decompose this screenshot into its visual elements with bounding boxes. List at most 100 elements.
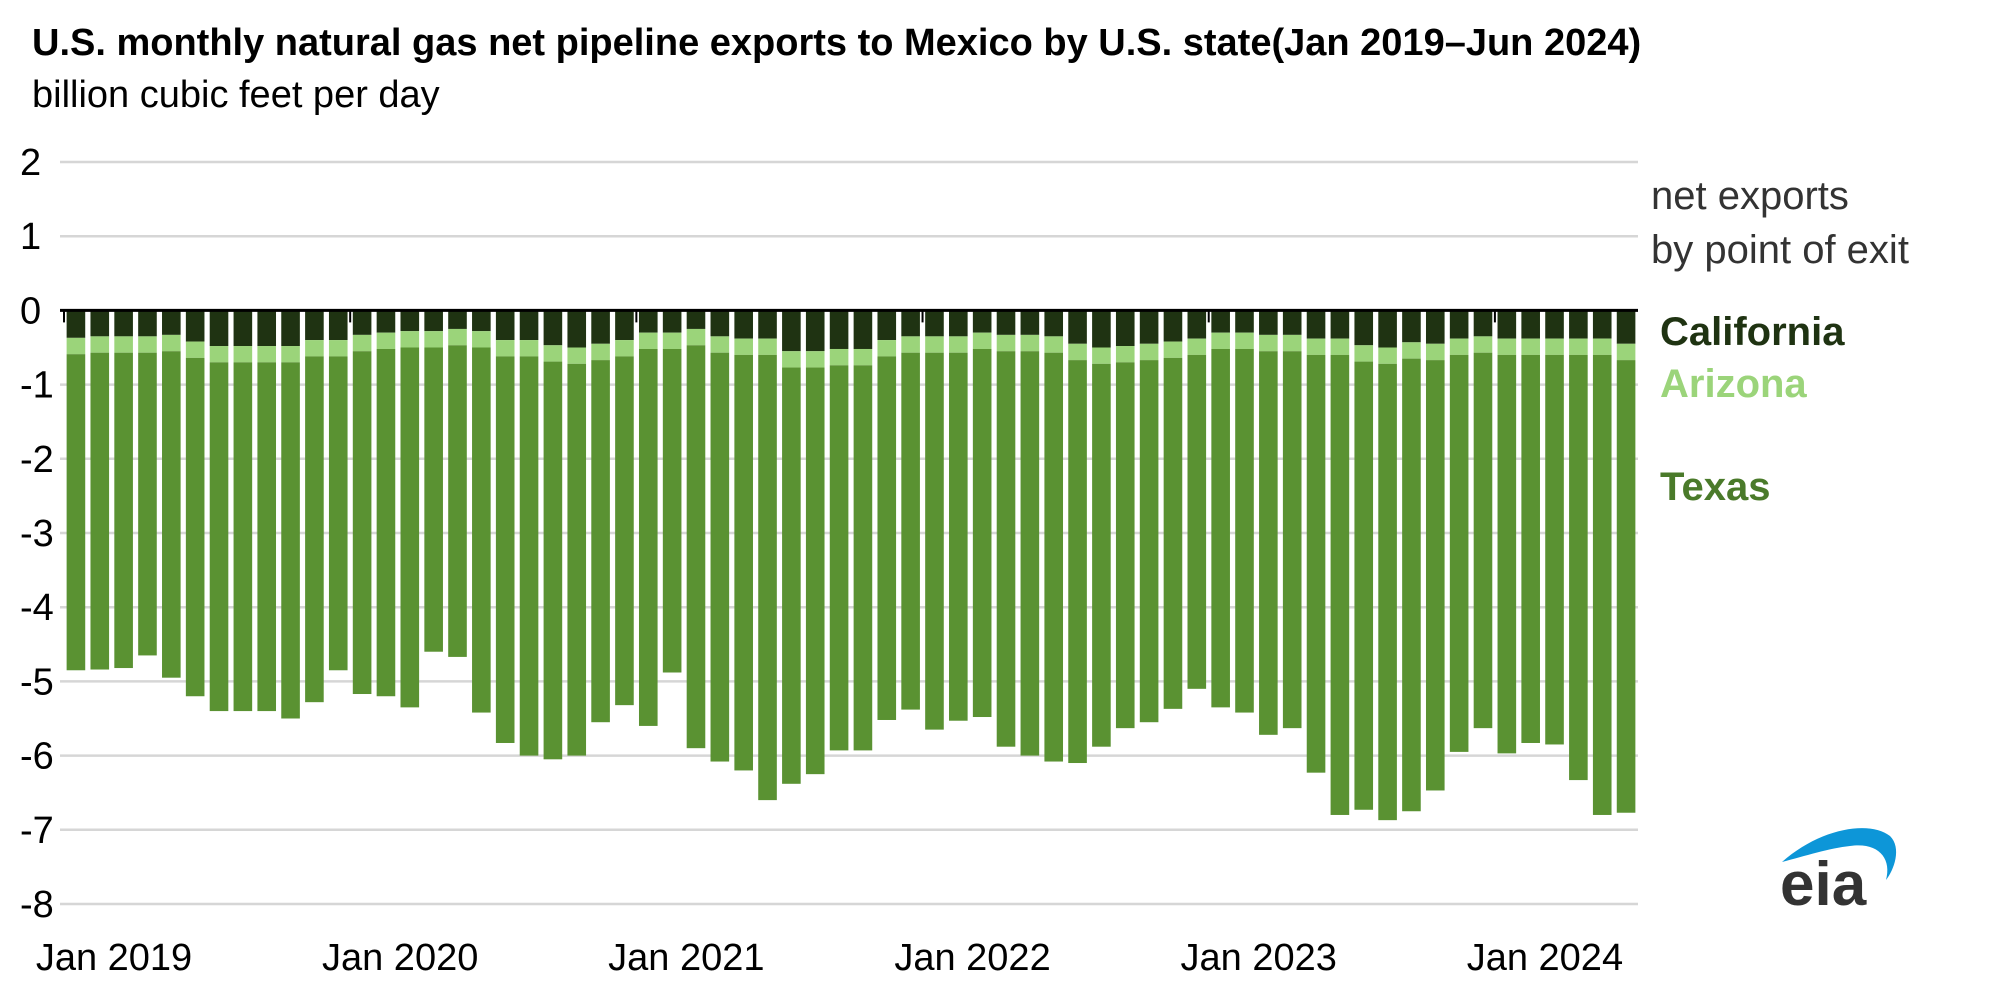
- bar-california: [734, 310, 753, 339]
- bar-arizona: [400, 331, 420, 348]
- legend-label-california: California: [1660, 310, 1845, 354]
- bar-arizona: [209, 346, 229, 363]
- bar-california: [1115, 310, 1135, 347]
- bar-texas: [1163, 357, 1183, 709]
- bar-arizona: [1378, 347, 1397, 364]
- bar-california: [949, 310, 968, 337]
- bar-arizona: [1163, 341, 1183, 358]
- bar-texas: [567, 363, 587, 756]
- bar-texas: [877, 356, 897, 720]
- y-tick-label: -1: [20, 365, 54, 407]
- y-tick-label: 0: [20, 290, 41, 332]
- bar-arizona: [686, 328, 706, 346]
- bar-arizona: [1211, 332, 1230, 349]
- bar-arizona: [138, 336, 157, 353]
- bar-texas: [472, 347, 491, 713]
- bar-arizona: [162, 334, 181, 352]
- bar-texas: [1211, 348, 1230, 708]
- bar-arizona: [1569, 338, 1588, 355]
- bar-arizona: [1616, 343, 1636, 361]
- bar-arizona: [305, 340, 324, 357]
- bar-texas: [257, 362, 277, 712]
- bar-california: [591, 310, 610, 344]
- bar-california: [1235, 310, 1254, 333]
- bar-arizona: [996, 334, 1016, 352]
- bar-california: [1449, 310, 1469, 339]
- bar-arizona: [638, 332, 658, 349]
- bar-california: [519, 310, 539, 341]
- bar-arizona: [615, 340, 634, 357]
- bar-texas: [925, 352, 944, 730]
- bar-california: [1259, 310, 1278, 335]
- y-tick-label: 1: [20, 216, 41, 258]
- bar-texas: [662, 348, 682, 673]
- bar-texas: [758, 354, 777, 801]
- legend-title: by point of exit: [1651, 228, 1909, 272]
- bar-california: [281, 310, 300, 347]
- bar-arizona: [472, 331, 491, 348]
- bar-texas: [805, 367, 825, 775]
- bar-texas: [400, 347, 420, 708]
- bar-texas: [424, 347, 443, 652]
- bar-arizona: [448, 328, 467, 346]
- bar-arizona: [352, 334, 372, 352]
- x-tick-label: Jan 2022: [894, 937, 1050, 979]
- bar-arizona: [567, 347, 587, 364]
- bar-california: [805, 310, 825, 352]
- bar-texas: [114, 352, 133, 669]
- bar-arizona: [949, 336, 968, 353]
- bar-california: [1139, 310, 1159, 344]
- bar-texas: [1020, 351, 1040, 756]
- bar-texas: [1545, 354, 1564, 745]
- y-tick-label: -4: [20, 587, 54, 629]
- bar-arizona: [1330, 338, 1350, 355]
- bar-arizona: [328, 340, 348, 357]
- bar-texas: [209, 362, 229, 712]
- bar-california: [209, 310, 229, 347]
- bar-arizona: [376, 332, 396, 349]
- bar-california: [1545, 310, 1564, 339]
- bar-texas: [638, 348, 658, 726]
- bar-california: [543, 310, 563, 346]
- bar-arizona: [1449, 338, 1469, 355]
- bar-california: [1592, 310, 1612, 339]
- bar-california: [400, 310, 420, 332]
- bar-california: [472, 310, 491, 332]
- bar-texas: [829, 365, 849, 751]
- bar-arizona: [1092, 347, 1111, 364]
- bar-arizona: [591, 343, 610, 361]
- bar-california: [615, 310, 634, 341]
- bar-arizona: [1187, 338, 1207, 355]
- bar-california: [495, 310, 515, 341]
- bar-california: [305, 310, 324, 341]
- bar-arizona: [519, 340, 539, 357]
- bar-texas: [972, 348, 992, 718]
- bar-arizona: [543, 345, 563, 362]
- bar-california: [1163, 310, 1183, 342]
- bar-arizona: [662, 332, 682, 349]
- bar-arizona: [758, 338, 777, 355]
- bar-texas: [1068, 360, 1087, 764]
- bar-texas: [185, 357, 205, 697]
- bar-california: [1092, 310, 1111, 348]
- bar-california: [996, 310, 1016, 335]
- bar-california: [1616, 310, 1636, 344]
- bar-arizona: [805, 351, 825, 368]
- bar-arizona: [1235, 332, 1254, 349]
- bar-arizona: [495, 340, 515, 357]
- bar-arizona: [1020, 334, 1040, 352]
- bar-arizona: [1306, 338, 1326, 355]
- y-tick-label: -3: [20, 513, 54, 555]
- bar-texas: [1259, 351, 1278, 735]
- bar-texas: [686, 345, 706, 749]
- bar-california: [782, 310, 801, 352]
- bar-arizona: [1068, 343, 1087, 361]
- x-tick-label: Jan 2024: [1467, 937, 1623, 979]
- x-tick-label: Jan 2023: [1181, 937, 1337, 979]
- y-tick-label: 2: [20, 142, 41, 184]
- bar-texas: [1592, 354, 1612, 815]
- y-tick-label: -5: [20, 661, 54, 703]
- bar-arizona: [114, 336, 133, 353]
- y-tick-label: -8: [20, 884, 54, 926]
- bar-california: [1330, 310, 1350, 339]
